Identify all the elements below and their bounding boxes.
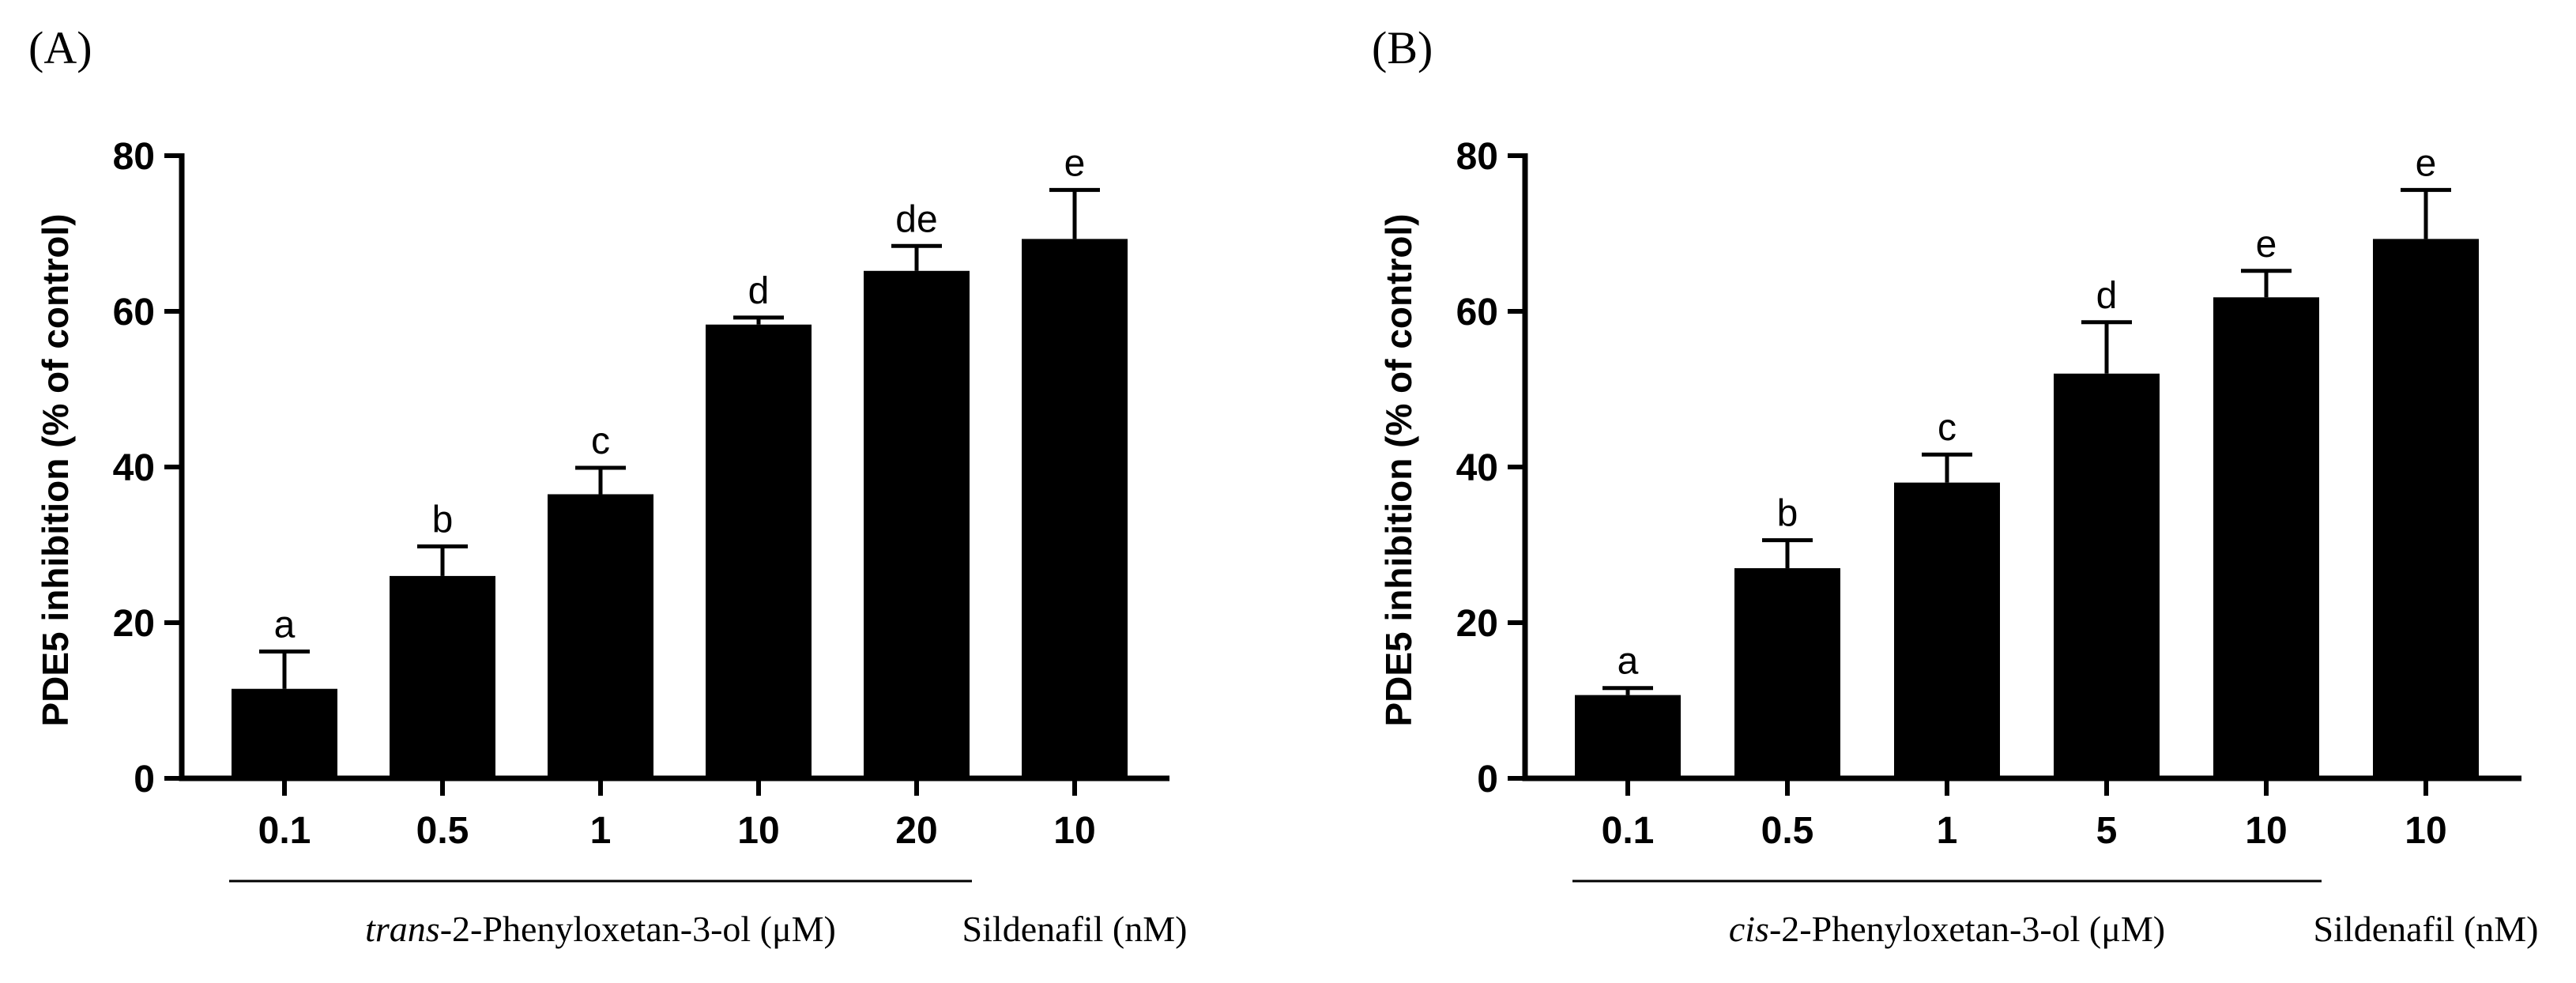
bar	[390, 575, 495, 778]
bar	[2213, 297, 2319, 778]
bar	[1894, 482, 2000, 778]
bar	[2373, 239, 2479, 778]
y-tick-label: 80	[1456, 136, 1498, 178]
y-tick-label: 40	[113, 447, 155, 489]
x-tick-label: 20	[895, 810, 937, 852]
significance-letter: de	[895, 198, 937, 240]
y-tick-label: 80	[113, 136, 155, 178]
significance-letter: c	[1938, 407, 1956, 449]
axes	[179, 153, 1169, 782]
bar	[548, 494, 653, 778]
axes	[1522, 153, 2521, 782]
y-tick-label: 20	[1456, 603, 1498, 645]
bar	[706, 324, 812, 778]
significance-letter: a	[274, 604, 296, 646]
x-tick-label: 1	[1937, 810, 1958, 852]
group-label-text: -2-Phenyloxetan-3-ol (μM)	[1769, 909, 2165, 949]
bars: a b c d e e	[1575, 142, 2479, 778]
x-tick-label: 10	[1053, 810, 1095, 852]
group-label-text: -2-Phenyloxetan-3-ol (μM)	[440, 909, 836, 949]
y-tick-label: 60	[1456, 292, 1498, 333]
group-label-text: Sildenafil (nM)	[2314, 909, 2539, 949]
group-label: cis-2-Phenyloxetan-3-ol (μM)	[1729, 909, 2165, 949]
panel-a: (A) PDE5 inhibition (% of control) 0 20 40…	[28, 22, 1187, 949]
bar	[1575, 695, 1681, 778]
significance-letter: e	[2416, 142, 2437, 184]
bars: a b c d de e	[232, 142, 1128, 778]
group-labels: trans-2-Phenyloxetan-3-ol (μM) Sildenafil…	[229, 879, 1188, 949]
x-tick-label: 10	[737, 810, 779, 852]
group-label: Sildenafil (nM)	[2314, 909, 2539, 949]
significance-letter: b	[432, 499, 454, 540]
y-ticks: 0 20 40 60 80	[1456, 136, 1525, 800]
y-axis-label: PDE5 inhibition (% of control)	[1378, 213, 1419, 726]
significance-letter: e	[1064, 142, 1086, 184]
y-tick-label: 0	[134, 759, 155, 800]
x-tick-labels: 0.1 0.5 1 10 20 10	[258, 778, 1096, 852]
significance-letter: e	[2256, 224, 2277, 266]
x-tick-label: 10	[2405, 810, 2446, 852]
group-label-italic: cis	[1729, 909, 1769, 949]
x-tick-label: 0.5	[1761, 810, 1814, 852]
group-label: Sildenafil (nM)	[962, 909, 1188, 949]
y-tick-label: 40	[1456, 447, 1498, 489]
significance-letter: a	[1618, 641, 1639, 683]
y-tick-label: 20	[113, 603, 155, 645]
x-tick-label: 0.1	[258, 810, 311, 852]
bar	[1022, 239, 1128, 778]
group-label-italic: trans	[365, 909, 440, 949]
significance-letter: d	[2096, 275, 2118, 317]
bar	[864, 270, 970, 778]
x-tick-label: 1	[590, 810, 612, 852]
y-tick-label: 60	[113, 292, 155, 333]
y-ticks: 0 20 40 60 80	[113, 136, 182, 800]
bar	[232, 688, 337, 778]
group-label-text: Sildenafil (nM)	[962, 909, 1188, 949]
x-tick-labels: 0.1 0.5 1 5 10 10	[1602, 778, 2447, 852]
y-tick-label: 0	[1477, 759, 1498, 800]
panel-label: (A)	[28, 22, 92, 73]
bar	[2054, 373, 2160, 778]
significance-letter: c	[591, 420, 610, 462]
x-tick-label: 10	[2245, 810, 2287, 852]
group-labels: cis-2-Phenyloxetan-3-ol (μM) Sildenafil (…	[1572, 879, 2539, 949]
x-tick-label: 0.1	[1602, 810, 1655, 852]
x-tick-label: 0.5	[416, 810, 469, 852]
x-tick-label: 5	[2096, 810, 2118, 852]
panel-label: (B)	[1372, 22, 1433, 73]
bar	[1734, 568, 1840, 778]
significance-letter: d	[748, 270, 770, 312]
significance-letter: b	[1777, 493, 1798, 535]
group-label: trans-2-Phenyloxetan-3-ol (μM)	[365, 909, 836, 949]
panel-b: (B) PDE5 inhibition (% of control) 0 20 40…	[1372, 22, 2538, 949]
y-axis-label: PDE5 inhibition (% of control)	[35, 213, 76, 726]
